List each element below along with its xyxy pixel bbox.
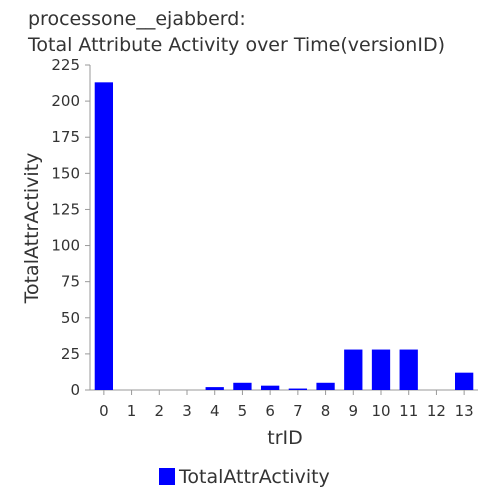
y-tick-label: 225 <box>51 56 80 74</box>
y-tick-label: 0 <box>70 381 80 399</box>
bar-6 <box>260 385 280 390</box>
x-tick-label: 4 <box>210 402 220 420</box>
y-tick-label: 125 <box>51 200 80 218</box>
x-tick-label: 10 <box>371 402 390 420</box>
bar-11 <box>399 349 418 390</box>
x-tick-label: 1 <box>127 402 137 420</box>
legend-swatch <box>159 468 175 485</box>
x-axis: 0 1 2 3 4 5 6 7 8 9 10 11 12 13 <box>90 389 478 420</box>
bar-8 <box>316 382 335 390</box>
bar-9 <box>344 349 363 390</box>
bar-10 <box>371 349 391 390</box>
legend: TotalAttrActivity <box>159 466 330 488</box>
y-tick-label: 75 <box>61 273 80 291</box>
x-tick-label: 2 <box>155 402 165 420</box>
y-tick-label: 200 <box>51 92 80 110</box>
y-tick-label: 100 <box>51 237 80 255</box>
x-tick-label: 9 <box>349 402 359 420</box>
y-tick-label: 25 <box>61 345 80 363</box>
x-tick-label: 12 <box>427 402 446 420</box>
bar-5 <box>233 382 252 390</box>
bars <box>94 82 474 390</box>
x-tick-label: 8 <box>321 402 331 420</box>
x-tick-label: 6 <box>265 402 275 420</box>
bar-0 <box>94 82 114 390</box>
chart-title-line-1: processone__ejabberd: <box>28 8 246 30</box>
x-tick-label: 13 <box>455 402 474 420</box>
x-tick-label: 0 <box>99 402 109 420</box>
bar-4 <box>205 387 224 390</box>
y-axis: 0 25 50 75 100 125 150 175 200 225 <box>51 56 91 399</box>
x-tick-label: 11 <box>399 402 418 420</box>
y-tick-label: 175 <box>51 128 80 146</box>
bar-7 <box>288 388 308 390</box>
y-tick-label: 50 <box>61 309 80 327</box>
x-axis-title: trID <box>267 427 303 449</box>
x-tick-label: 5 <box>238 402 248 420</box>
legend-label: TotalAttrActivity <box>178 466 330 488</box>
chart-title-line-2: Total Attribute Activity over Time(versi… <box>27 34 445 56</box>
x-tick-label: 7 <box>293 402 303 420</box>
x-tick-label: 3 <box>182 402 192 420</box>
y-tick-label: 150 <box>51 164 80 182</box>
bar-13 <box>454 372 474 390</box>
y-axis-title: TotalAttrActivity <box>21 153 43 305</box>
